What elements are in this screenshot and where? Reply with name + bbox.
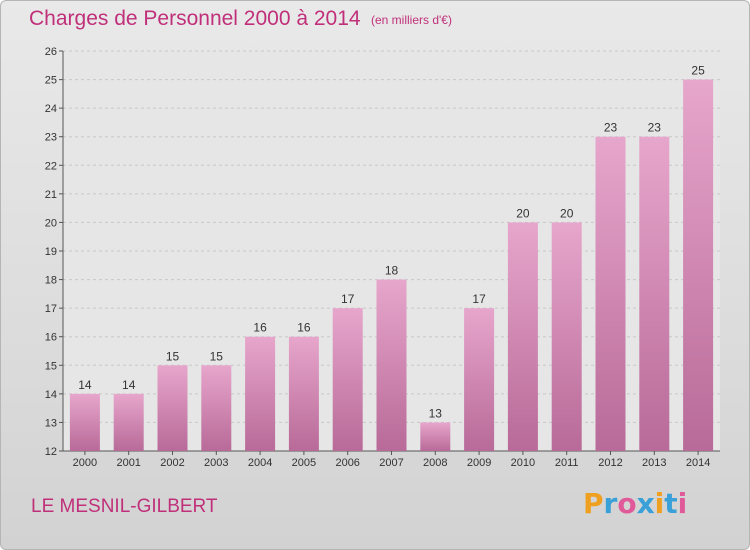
data-label: 15 <box>166 349 180 363</box>
chart-title: Charges de Personnel 2000 à 2014 <box>29 7 361 30</box>
data-label: 13 <box>429 406 443 420</box>
logo-letter: x <box>636 487 655 520</box>
y-tick-label: 20 <box>45 217 57 229</box>
bar <box>683 79 714 452</box>
y-tick-label: 26 <box>45 46 57 58</box>
y-tick-label: 13 <box>45 417 57 429</box>
x-tick-label: 2004 <box>248 457 272 469</box>
commune-name: LE MESNIL-GILBERT <box>31 496 218 517</box>
bar <box>113 393 144 451</box>
x-tick-label: 2009 <box>467 457 491 469</box>
data-label: 17 <box>472 292 486 306</box>
y-tick-label: 19 <box>45 246 57 258</box>
logo-letter: P <box>583 487 604 520</box>
x-tick-label: 2003 <box>204 457 228 469</box>
bar <box>69 393 100 451</box>
bar <box>332 308 363 451</box>
x-tick-label: 2008 <box>423 457 447 469</box>
bar <box>464 308 495 451</box>
data-label: 20 <box>560 206 574 220</box>
data-label: 15 <box>210 349 224 363</box>
proxiti-logo: Proxiti <box>583 487 687 520</box>
bar <box>420 422 451 451</box>
bar <box>157 365 188 451</box>
bar <box>288 336 319 451</box>
logo-letter: i <box>654 487 665 520</box>
y-tick-label: 21 <box>45 189 57 201</box>
bar <box>507 222 538 451</box>
bar <box>551 222 582 451</box>
y-tick-label: 23 <box>45 132 57 144</box>
x-tick-label: 2014 <box>686 457 710 469</box>
y-tick-label: 12 <box>45 446 57 458</box>
data-label: 17 <box>341 292 355 306</box>
y-tick-label: 14 <box>45 389 57 401</box>
x-tick-label: 2007 <box>379 457 403 469</box>
x-tick-label: 2011 <box>555 457 579 469</box>
y-tick-label: 25 <box>45 75 57 87</box>
logo-letter: i <box>677 487 688 520</box>
data-label: 23 <box>648 121 662 135</box>
data-label: 16 <box>253 321 267 335</box>
logo-letter: o <box>617 487 637 520</box>
y-tick-label: 15 <box>45 360 57 372</box>
data-label: 20 <box>516 206 530 220</box>
y-tick-label: 18 <box>45 275 57 287</box>
logo-letter: r <box>603 487 618 520</box>
y-tick-label: 22 <box>45 160 57 172</box>
bar <box>201 365 232 451</box>
data-label: 14 <box>122 378 136 392</box>
x-tick-label: 2013 <box>642 457 666 469</box>
x-tick-label: 2005 <box>292 457 316 469</box>
logo-letter: t <box>664 487 678 520</box>
data-label: 16 <box>297 321 311 335</box>
y-tick-label: 16 <box>45 332 57 344</box>
bar <box>639 136 670 451</box>
chart-subtitle: (en milliers d'€) <box>371 13 452 27</box>
y-tick-label: 17 <box>45 303 57 315</box>
x-tick-label: 2001 <box>116 457 140 469</box>
y-tick-label: 24 <box>45 103 57 115</box>
bar <box>376 279 407 451</box>
data-label: 23 <box>604 121 618 135</box>
data-label: 14 <box>78 378 92 392</box>
x-tick-label: 2000 <box>73 457 97 469</box>
x-tick-label: 2002 <box>160 457 184 469</box>
bar <box>595 136 626 451</box>
data-label: 18 <box>385 264 399 278</box>
data-label: 25 <box>691 64 705 78</box>
x-tick-label: 2006 <box>335 457 359 469</box>
x-tick-label: 2010 <box>511 457 535 469</box>
x-tick-label: 2012 <box>598 457 622 469</box>
bar <box>245 336 276 451</box>
